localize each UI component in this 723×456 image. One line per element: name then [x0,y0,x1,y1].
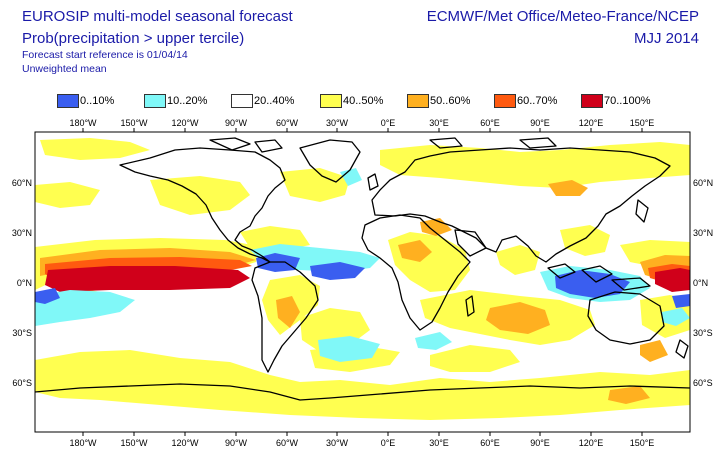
probability-shading [35,138,690,420]
lon-label: 60°E [480,438,500,448]
lon-label: 0°E [381,118,396,128]
lon-label: 90°E [530,438,550,448]
legend-swatch [320,94,342,108]
lat-label: 30°S [693,328,713,338]
legend-label: 60..70% [517,95,558,107]
legend-swatch [231,94,253,108]
lon-labels-bottom: 180°W 150°W 120°W 90°W 60°W 30°W 0°E 30°… [69,438,654,448]
lat-label: 0°N [17,278,32,288]
lon-label: 120°E [579,438,604,448]
lat-label: 60°S [12,378,32,388]
season-label: MJJ 2014 [633,30,699,47]
lat-label: 30°S [12,328,32,338]
lon-label: 90°E [530,118,550,128]
legend-label: 10..20% [167,95,208,107]
lon-label: 150°E [630,118,655,128]
lon-label: 90°W [225,118,248,128]
legend-label: 70..100% [604,95,651,107]
lon-label: 30°W [326,438,349,448]
legend-swatch [407,94,429,108]
map-variable: Prob(precipitation > upper tercile) [22,30,245,47]
legend-swatch [144,94,166,108]
lon-label: 120°W [171,118,199,128]
lon-label: 150°W [120,438,148,448]
legend-swatch [494,94,516,108]
lon-label: 180°W [69,438,97,448]
lat-label: 30°N [12,228,32,238]
lon-label: 60°E [480,118,500,128]
legend-label: 0..10% [80,95,115,107]
weighting-note: Unweighted mean [22,63,107,75]
coastlines [34,137,691,401]
lon-label: 60°W [276,118,299,128]
lon-label: 120°W [171,438,199,448]
lon-label: 30°E [429,118,449,128]
lat-label: 0°N [693,278,708,288]
probability-map: 180°W 150°W 120°W 90°W 60°W 30°W 0°E 30°… [12,118,713,448]
map-title: EUROSIP multi-model seasonal forecast [22,8,293,25]
lon-label: 60°W [276,438,299,448]
lon-label: 180°W [69,118,97,128]
legend-label: 50..60% [430,95,471,107]
centres-label: ECMWF/Met Office/Meteo-France/NCEP [426,8,699,25]
lon-label: 120°E [579,118,604,128]
lat-labels-right: 60°N 30°N 0°N 30°S 60°S [693,178,713,388]
forecast-start: Forecast start reference is 01/04/14 [22,49,188,61]
lon-label: 150°E [630,438,655,448]
lon-label: 0°E [381,438,396,448]
lat-label: 60°S [693,378,713,388]
lon-label: 90°W [225,438,248,448]
legend-swatch [57,94,79,108]
legend-swatch [581,94,603,108]
lon-label: 30°E [429,438,449,448]
lat-label: 60°N [12,178,32,188]
legend-label: 40..50% [343,95,384,107]
lon-label: 150°W [120,118,148,128]
legend-label: 20..40% [254,95,295,107]
lat-label: 60°N [693,178,713,188]
lat-labels-left: 60°N 30°N 0°N 30°S 60°S [12,178,32,388]
tick-marks [82,128,643,436]
lat-label: 30°N [693,228,713,238]
lon-label: 30°W [326,118,349,128]
map-frame [34,131,691,433]
lon-labels-top: 180°W 150°W 120°W 90°W 60°W 30°W 0°E 30°… [69,118,654,128]
